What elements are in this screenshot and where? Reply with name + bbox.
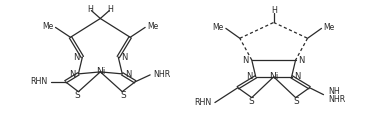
Text: N: N <box>121 52 128 62</box>
Text: Me: Me <box>324 23 335 32</box>
Text: N: N <box>242 56 249 64</box>
Text: NH: NH <box>328 87 340 96</box>
Text: N: N <box>125 70 132 79</box>
Text: N: N <box>69 70 76 79</box>
Text: Ni: Ni <box>269 72 278 81</box>
Text: S: S <box>74 91 80 100</box>
Text: Ni: Ni <box>96 67 105 76</box>
Text: S: S <box>248 97 254 106</box>
Text: NHR: NHR <box>153 70 170 79</box>
Text: N: N <box>246 72 253 81</box>
Text: N: N <box>299 56 305 64</box>
Text: H: H <box>271 6 277 15</box>
Text: H: H <box>87 5 93 14</box>
Text: NHR: NHR <box>328 95 346 104</box>
Text: H: H <box>107 5 113 14</box>
Text: Me: Me <box>212 23 224 32</box>
Text: RHN: RHN <box>195 98 212 107</box>
Text: S: S <box>120 91 126 100</box>
Text: Me: Me <box>147 22 158 31</box>
Text: Me: Me <box>42 22 54 31</box>
Text: RHN: RHN <box>30 77 48 86</box>
Text: N: N <box>294 72 301 81</box>
Text: S: S <box>294 97 299 106</box>
Text: N: N <box>73 52 79 62</box>
